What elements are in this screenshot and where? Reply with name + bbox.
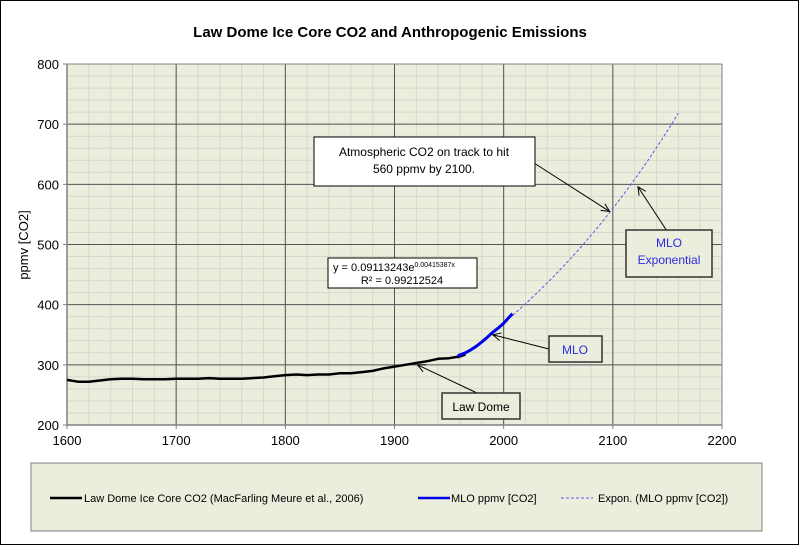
legend-label: MLO ppmv [CO2] (451, 493, 537, 505)
x-tick-label: 2200 (708, 433, 737, 448)
legend-label: Law Dome Ice Core CO2 (MacFarling Meure … (84, 493, 363, 505)
callout-track-text: 560 ppmv by 2100. (373, 162, 475, 176)
track-arrow-head (600, 203, 611, 213)
y-tick-label: 500 (37, 238, 59, 253)
callout-mlo-exp-box (625, 229, 713, 278)
x-tick-label: 2100 (598, 433, 627, 448)
track-arrow (533, 162, 610, 212)
series-mlo (457, 312, 514, 358)
chart-title: Law Dome Ice Core CO2 and Anthropogenic … (193, 24, 587, 41)
y-tick-label: 200 (37, 418, 59, 433)
equation-exponent: 0.00415387x (414, 262, 455, 269)
callout-mlo-text: MLO (562, 343, 588, 357)
trendline-equation-box (327, 257, 478, 289)
y-tick-labels: 200 300 400 500 600 700 800 (37, 57, 67, 433)
y-tick-label: 300 (37, 358, 59, 373)
x-tick-label: 1600 (53, 433, 82, 448)
y-tick-label: 400 (37, 298, 59, 313)
mlo-arrow-head (491, 332, 502, 341)
legend-label: Expon. (MLO ppmv [CO2]) (598, 493, 728, 505)
callout-mlo-exp-text: Exponential (638, 253, 701, 267)
callout-mlo-exp-text: MLO (656, 236, 682, 250)
x-tick-labels: 1600 1700 1800 1900 2000 2100 2200 (53, 425, 737, 448)
series-law-dome (66, 353, 466, 383)
callout-track-text: Atmospheric CO2 on track to hit (339, 145, 510, 159)
x-tick-label: 1900 (380, 433, 409, 448)
legend-box (30, 462, 763, 532)
annotations: Atmospheric CO2 on track to hit 560 ppmv … (313, 136, 713, 420)
callout-track-box (313, 136, 536, 187)
mlo-exp-arrow-head (637, 185, 646, 196)
x-tick-label: 1700 (162, 433, 191, 448)
y-tick-label: 800 (37, 57, 59, 72)
y-axis-label: ppmv [CO2] (16, 210, 31, 279)
x-tick-label: 2000 (489, 433, 518, 448)
callout-mlo-box (548, 335, 603, 363)
y-tick-label: 600 (37, 177, 59, 192)
callout-law-dome-box (441, 392, 521, 420)
x-tick-label: 1800 (271, 433, 300, 448)
law-dome-arrow (417, 364, 478, 394)
series-layer (66, 112, 679, 383)
trendline-r-squared: R² = 0.99212524 (361, 275, 443, 287)
legend: Law Dome Ice Core CO2 (MacFarling Meure … (50, 493, 728, 505)
y-tick-label: 700 (37, 117, 59, 132)
callout-law-dome-text: Law Dome (452, 400, 510, 414)
mlo-exp-arrow (637, 186, 668, 232)
law-dome-arrow-head (416, 364, 427, 373)
mlo-arrow (492, 334, 550, 350)
